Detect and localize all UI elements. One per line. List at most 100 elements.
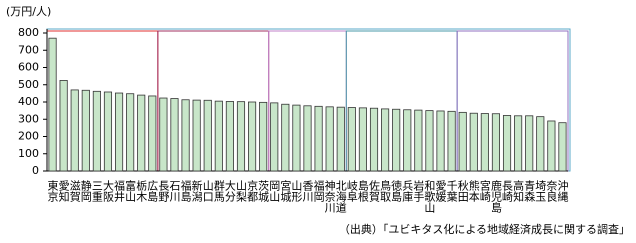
x-tick-label: 群馬 (212, 179, 225, 203)
x-tick-label: 岩手 (412, 179, 425, 203)
bar (225, 101, 234, 172)
y-tick-label: 600 (18, 61, 39, 74)
x-tick-label: 三重 (90, 180, 103, 202)
y-tick-label: 700 (18, 43, 39, 56)
bar (292, 104, 301, 172)
x-tick-label: 佐賀 (368, 179, 381, 203)
bar (92, 90, 101, 172)
bar (458, 111, 467, 172)
bar (192, 99, 201, 172)
bar (81, 89, 90, 172)
y-tick-label: 0 (32, 164, 39, 177)
x-tick-label: 千葉 (445, 180, 458, 202)
source-note: （出典）「ユビキタス化による地域経済成長に関する調査」 (339, 222, 630, 236)
x-tick-label: 福井 (113, 179, 126, 203)
bar (358, 107, 367, 172)
x-tick-label: 滋賀 (68, 180, 81, 203)
x-tick-label: 島根 (356, 179, 369, 203)
x-tick-label: 長崎 (501, 180, 514, 202)
bar (447, 110, 456, 172)
x-tick-label: 北海道 (334, 180, 347, 213)
bar (536, 116, 545, 172)
y-tick-label: 400 (18, 95, 39, 108)
x-tick-label: 栃木 (135, 179, 148, 203)
bar (103, 91, 113, 172)
bar (181, 99, 190, 172)
bar (480, 113, 489, 172)
x-tick-label: 静岡 (79, 179, 92, 203)
bar (114, 92, 124, 172)
x-tick-label: 茨城 (257, 179, 270, 202)
x-tick-label: 秋田 (456, 179, 469, 202)
y-tick-label: 500 (18, 78, 39, 91)
x-tick-label: 愛知 (57, 180, 70, 203)
y-tick-label: 200 (18, 130, 39, 143)
x-tick-label: 愛媛 (434, 180, 447, 203)
x-tick-label: 奈良 (545, 179, 558, 203)
bar (347, 107, 356, 172)
x-tick-label: 福島 (179, 179, 192, 203)
bar (281, 103, 290, 172)
bar (159, 97, 168, 172)
bar (369, 107, 379, 172)
bar (137, 94, 146, 172)
bar (336, 106, 345, 172)
bar (558, 122, 567, 172)
x-tick-label: 大分 (223, 179, 236, 202)
bar (392, 108, 401, 172)
bar (502, 115, 512, 172)
bar (381, 108, 390, 172)
bar (525, 115, 534, 172)
x-tick-label: 長野 (157, 180, 170, 202)
bar (425, 110, 434, 172)
bar (403, 109, 412, 172)
x-tick-label: 鹿児島 (489, 179, 502, 214)
bar (126, 93, 135, 172)
x-tick-label: 沖縄 (556, 180, 569, 202)
x-tick-label: 兵庫 (401, 180, 414, 203)
x-tick-label: 大阪 (101, 179, 114, 203)
x-tick-label: 神奈川 (323, 179, 336, 213)
x-tick-label: 山梨 (234, 180, 247, 203)
x-tick-label: 東京 (46, 180, 59, 203)
x-tick-label: 宮城 (279, 179, 292, 202)
x-tick-label: 富山 (124, 179, 137, 202)
x-tick-label: 石川 (168, 180, 181, 202)
bar (170, 98, 179, 172)
y-tick-label: 300 (18, 112, 39, 125)
bar (148, 95, 157, 172)
bar (491, 113, 501, 172)
bar (414, 109, 423, 172)
bar (547, 120, 556, 172)
x-tick-label: 香川 (301, 180, 314, 202)
bar (303, 105, 312, 172)
bar (514, 115, 523, 172)
x-tick-label: 宮崎 (478, 179, 491, 202)
bar (248, 101, 257, 172)
x-tick-label: 山口 (201, 180, 214, 202)
y-tick-label: 800 (18, 26, 39, 39)
bar (59, 80, 68, 172)
x-tick-label: 岡山 (268, 180, 281, 202)
bar (469, 112, 478, 172)
bar (214, 100, 223, 172)
x-tick-label: 福岡 (312, 179, 325, 203)
x-tick-label: 新潟 (190, 179, 203, 203)
x-tick-label: 広島 (146, 180, 159, 203)
x-tick-label: 京都 (246, 179, 259, 202)
x-tick-label: 埼玉 (534, 179, 547, 202)
x-tick-label: 和歌山 (423, 180, 436, 213)
bar (270, 102, 279, 172)
bar (203, 99, 212, 172)
bar (436, 110, 445, 172)
y-tick-label: 100 (18, 147, 39, 160)
x-tick-label: 熊本 (467, 179, 480, 203)
x-tick-label: 徳島 (390, 180, 403, 203)
bar (314, 105, 323, 172)
bar (236, 101, 246, 172)
x-tick-label: 山形 (290, 180, 303, 203)
x-tick-label: 鳥取 (379, 179, 392, 203)
y-axis-label: (万円/人) (6, 5, 51, 18)
x-tick-label: 岐阜 (345, 180, 358, 203)
